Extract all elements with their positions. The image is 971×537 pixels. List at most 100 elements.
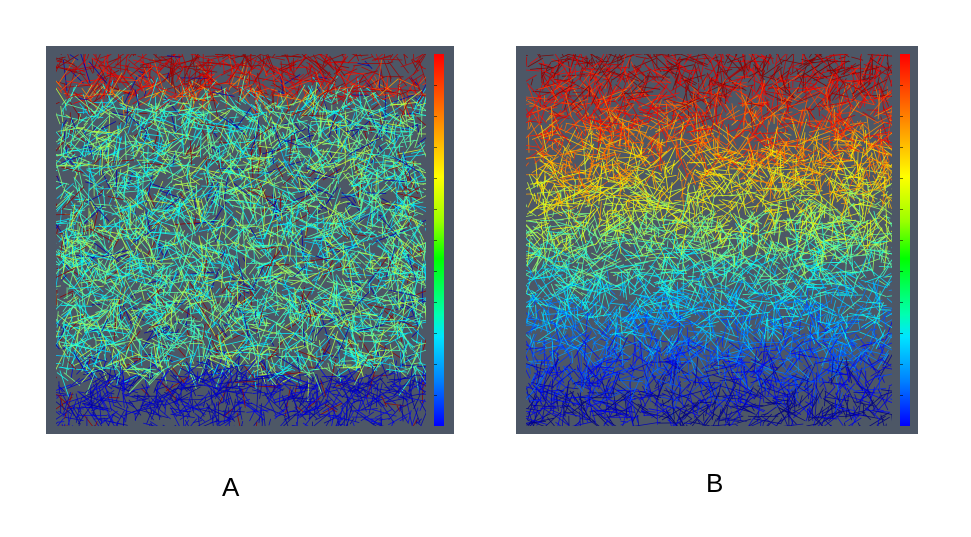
fiber: [94, 83, 103, 91]
fiber: [64, 103, 67, 111]
fiber: [66, 92, 83, 99]
fiber: [152, 300, 160, 306]
fiber: [400, 159, 407, 186]
fiber: [279, 341, 301, 361]
fiber: [159, 379, 177, 401]
fiber: [124, 306, 143, 330]
fiber: [287, 196, 317, 209]
fiber: [118, 250, 133, 256]
fiber: [174, 328, 189, 344]
fiber: [377, 177, 379, 185]
fiber: [204, 164, 211, 186]
fiber: [123, 91, 135, 94]
fiber: [189, 219, 194, 227]
fiber: [70, 297, 79, 304]
fiber: [304, 372, 315, 377]
fiber: [66, 239, 76, 245]
fiber: [341, 191, 362, 213]
fiber: [64, 192, 78, 212]
fiber: [175, 395, 181, 416]
fiber: [258, 361, 269, 373]
fiber: [215, 183, 223, 215]
fiber: [86, 100, 115, 119]
fiber: [56, 331, 60, 348]
fiber: [63, 182, 68, 191]
fiber: [154, 165, 183, 179]
fiber: [289, 85, 304, 101]
fiber: [274, 148, 277, 156]
fiber: [56, 190, 75, 208]
fiber: [322, 147, 329, 156]
fiber: [363, 128, 378, 133]
fiber: [132, 135, 145, 151]
fiber: [298, 263, 307, 282]
fiber: [129, 218, 136, 228]
fiber: [344, 170, 371, 179]
fiber: [92, 54, 99, 60]
fiber: [57, 217, 74, 222]
fiber: [382, 214, 395, 234]
fiber: [406, 80, 416, 95]
fiber: [344, 207, 350, 219]
fiber: [193, 129, 202, 140]
fiber: [126, 199, 140, 223]
fiber: [113, 125, 120, 157]
fiber: [81, 287, 99, 298]
fiber: [207, 143, 222, 166]
fiber: [350, 227, 362, 246]
fiber: [100, 121, 117, 130]
fiber: [159, 334, 187, 350]
fiber: [281, 64, 297, 71]
fiber: [354, 280, 364, 283]
fiber: [362, 185, 372, 204]
fiber: [205, 123, 213, 153]
fiber: [306, 61, 330, 81]
fiber: [202, 323, 206, 341]
fiber: [157, 277, 169, 292]
fiber: [84, 309, 108, 332]
fiber: [85, 178, 105, 190]
fiber: [349, 417, 355, 425]
fiber: [363, 91, 377, 100]
fiber: [150, 204, 160, 218]
fiber: [189, 126, 220, 132]
fiber: [283, 279, 296, 308]
fiber: [88, 256, 106, 271]
fiber: [411, 407, 419, 426]
fiber: [68, 249, 71, 258]
fiber: [154, 272, 169, 283]
fiber: [259, 242, 277, 252]
fiber: [203, 336, 213, 360]
fiber: [419, 76, 426, 85]
fiber: [90, 380, 101, 395]
fiber: [71, 150, 84, 172]
fiber: [82, 94, 91, 113]
fiber: [282, 88, 294, 97]
fiber: [309, 115, 318, 121]
fiber: [96, 265, 99, 279]
fiber: [315, 392, 318, 406]
fiber: [224, 129, 239, 153]
fiber: [301, 310, 304, 340]
fiber: [137, 222, 162, 231]
fiber: [256, 354, 260, 377]
fiber: [187, 129, 203, 151]
fiber: [246, 403, 265, 421]
fiber: [324, 245, 340, 251]
fiber: [176, 235, 184, 254]
fiber: [306, 199, 324, 222]
fiber: [113, 405, 125, 411]
fiber: [355, 163, 372, 173]
fiber: [174, 408, 189, 415]
fiber: [329, 379, 352, 385]
fiber: [399, 309, 411, 339]
fiber: [196, 328, 204, 340]
fiber: [369, 327, 377, 355]
fiber: [149, 186, 174, 191]
fiber: [134, 352, 163, 368]
fiber: [145, 82, 161, 91]
fiber: [263, 205, 265, 232]
fiber: [88, 61, 108, 84]
fiber: [198, 224, 229, 232]
fiber: [83, 108, 99, 126]
